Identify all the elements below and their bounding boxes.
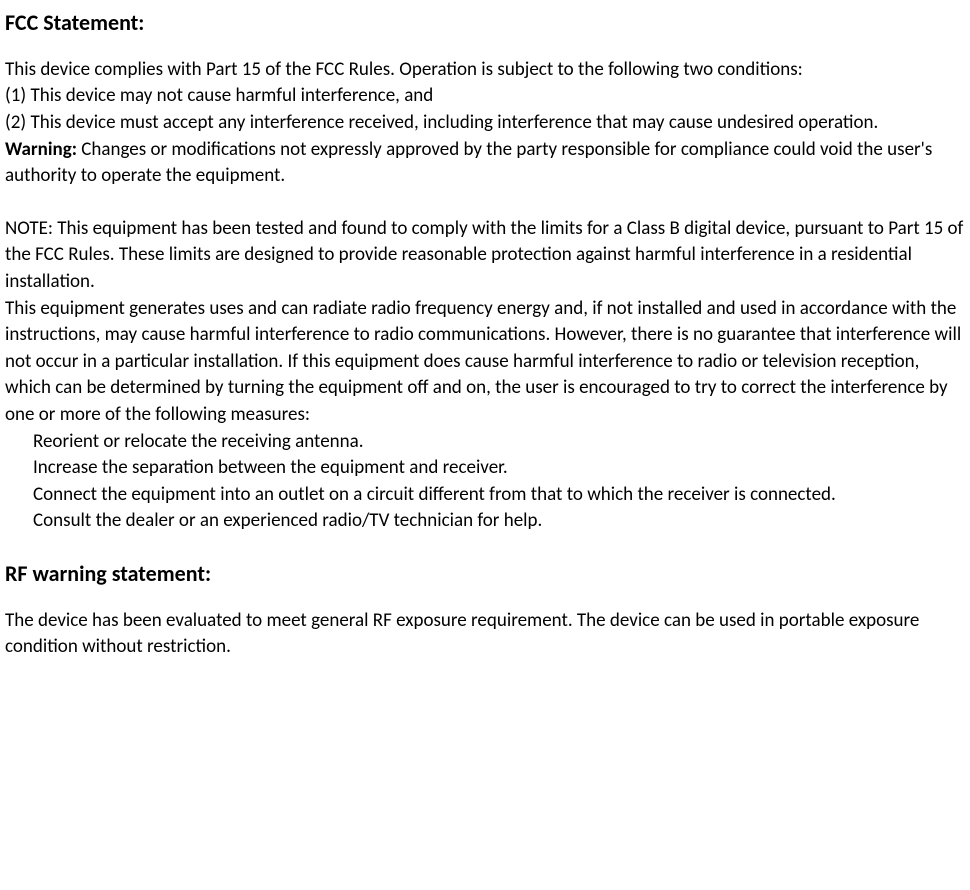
warning-paragraph: Warning: Changes or modifications not ex… bbox=[5, 137, 965, 190]
fcc-statement-header: FCC Statement: bbox=[5, 8, 965, 39]
measure-2: Increase the separation between the equi… bbox=[5, 455, 965, 482]
rf-warning-text: The device has been evaluated to meet ge… bbox=[5, 608, 965, 661]
compliance-intro: This device complies with Part 15 of the… bbox=[5, 57, 965, 84]
interference-paragraph: This equipment generates uses and can ra… bbox=[5, 296, 965, 429]
condition-1: (1) This device may not cause harmful in… bbox=[5, 83, 965, 110]
warning-label: Warning: bbox=[5, 138, 81, 161]
measure-1: Reorient or relocate the receiving anten… bbox=[5, 429, 965, 456]
note-paragraph: NOTE: This equipment has been tested and… bbox=[5, 216, 965, 296]
measure-3: Connect the equipment into an outlet on … bbox=[5, 482, 965, 509]
condition-2: (2) This device must accept any interfer… bbox=[5, 110, 965, 137]
measure-4: Consult the dealer or an experienced rad… bbox=[5, 508, 965, 535]
warning-text: Changes or modifications not expressly a… bbox=[5, 138, 932, 188]
rf-warning-header: RF warning statement: bbox=[5, 559, 965, 590]
